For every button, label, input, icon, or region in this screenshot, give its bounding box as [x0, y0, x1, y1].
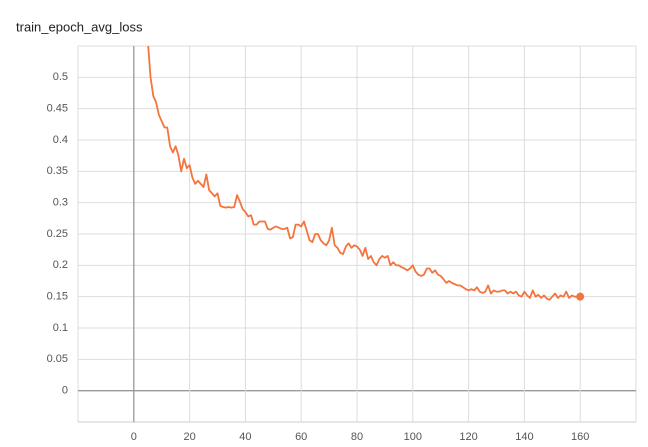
x-tick-label: 120	[459, 431, 477, 443]
line	[147, 46, 581, 301]
x-tick-label: 80	[351, 431, 363, 443]
y-tick-label: 0.35	[47, 165, 68, 177]
x-tick-label: 20	[183, 431, 195, 443]
y-tick-label: 0.45	[47, 103, 68, 115]
y-tick-label: 0.2	[53, 259, 68, 271]
y-tick-label: 0.4	[53, 134, 68, 146]
y-tick-label: 0.05	[47, 353, 68, 365]
y-tick-label: 0.25	[47, 228, 68, 240]
x-tick-label: 60	[295, 431, 307, 443]
y-tick-label: 0.1	[53, 322, 68, 334]
x-tick-label: 160	[571, 431, 589, 443]
last-point	[576, 292, 585, 301]
y-tick-label: 0.15	[47, 291, 68, 303]
y-tick-label: 0	[62, 385, 68, 397]
y-tick-label: 0.5	[53, 71, 68, 83]
x-tick-label: 0	[131, 431, 137, 443]
chart-title: train_epoch_avg_loss	[16, 19, 143, 34]
x-tick-label: 100	[404, 431, 422, 443]
x-tick-label: 40	[239, 431, 251, 443]
y-tick-label: 0.3	[53, 197, 68, 209]
plot: 0 0.05 0.1 0.15 0.2 0.25 0.3 0.35 0.4 0.45 0.5 0 20 4…	[47, 45, 637, 443]
series-group	[147, 46, 581, 301]
x-tick-label: 140	[515, 431, 533, 443]
